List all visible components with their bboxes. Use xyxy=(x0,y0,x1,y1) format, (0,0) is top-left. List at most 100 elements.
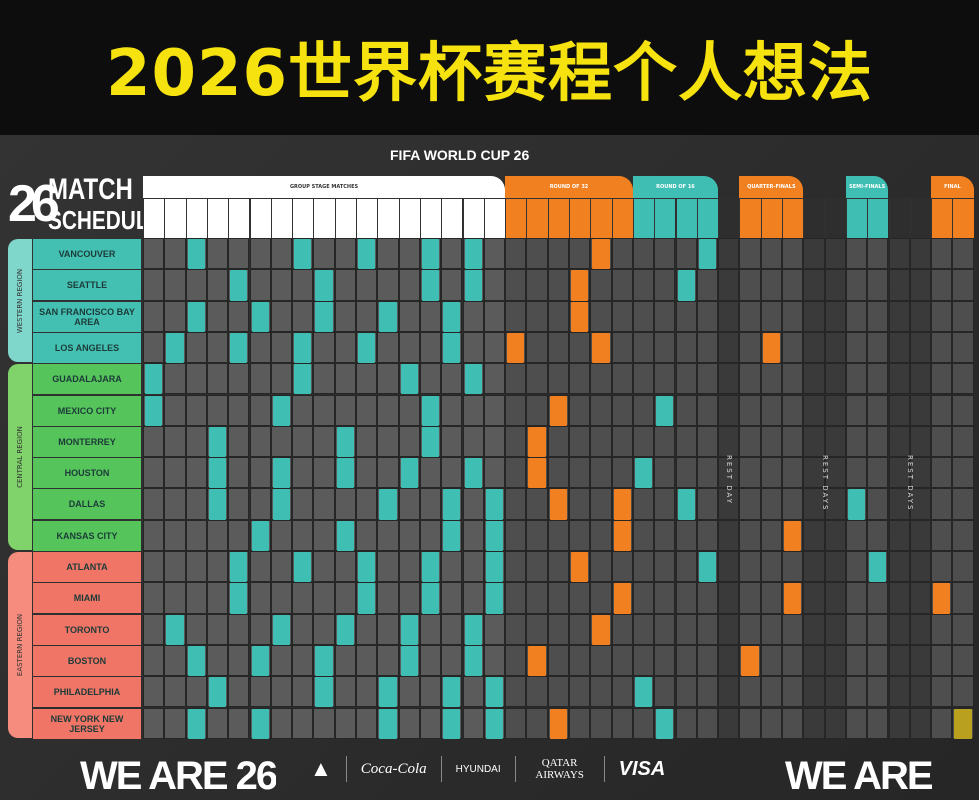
date-header-cell xyxy=(569,198,591,238)
group-match-cell xyxy=(634,458,653,489)
grid-cell xyxy=(590,269,612,301)
group-match-cell xyxy=(358,583,376,614)
grid-cell xyxy=(249,425,271,458)
grid-cell xyxy=(931,238,953,270)
grid-cell xyxy=(441,582,463,614)
date-header-cell xyxy=(845,198,868,238)
grid-cell xyxy=(909,394,932,426)
grid-cell xyxy=(824,582,846,614)
grid-cell xyxy=(462,425,484,458)
grid-cell xyxy=(590,457,612,489)
grid-cell xyxy=(888,613,910,645)
grid-cell xyxy=(739,519,761,551)
grid-cell xyxy=(632,707,655,739)
grid-cell xyxy=(909,269,932,301)
grid-cell xyxy=(483,331,506,364)
grid-cell xyxy=(228,457,250,489)
grid-cell xyxy=(505,707,527,739)
grid-cell xyxy=(462,582,484,614)
grid-cell xyxy=(505,519,527,551)
grid-cell xyxy=(143,707,165,739)
grid-cell xyxy=(228,613,250,645)
grid-cell xyxy=(590,676,612,708)
city-label: LOS ANGELES xyxy=(33,332,141,363)
rest-day-header xyxy=(803,198,825,238)
grid-cell xyxy=(931,457,953,489)
grid-cell xyxy=(931,300,953,332)
grid-cell xyxy=(696,676,719,708)
grid-cell xyxy=(952,425,974,458)
knockout-match-cell xyxy=(592,614,610,645)
group-match-cell xyxy=(145,395,163,426)
grid-cell xyxy=(164,394,186,426)
city-label: TORONTO xyxy=(33,614,141,645)
grid-cell xyxy=(356,644,378,677)
event-title: FIFA WORLD CUP 26 xyxy=(390,147,530,163)
knockout-match-cell xyxy=(571,301,589,332)
grid-cell xyxy=(654,551,676,583)
grid-cell xyxy=(654,613,676,645)
region-label: CENTRAL REGION xyxy=(16,426,24,488)
grid-cell xyxy=(654,425,676,458)
grid-cell xyxy=(185,363,207,395)
knockout-match-cell xyxy=(549,395,567,426)
sponsor-qatar-airways: QATAR AIRWAYS xyxy=(535,757,584,781)
grid-cell xyxy=(377,238,399,270)
date-header-cell xyxy=(590,198,612,238)
grid-cell xyxy=(590,707,612,739)
date-header-cell xyxy=(249,198,271,238)
grid-cell xyxy=(505,300,527,332)
grid-cell xyxy=(611,676,633,708)
grid-cell xyxy=(398,582,420,614)
grid-cell xyxy=(398,425,420,458)
city-label: SAN FRANCISCO BAY AREA xyxy=(33,301,141,332)
city-label: NEW YORK NEW JERSEY xyxy=(33,708,141,739)
grid-cell xyxy=(526,300,548,332)
grid-cell xyxy=(547,613,569,645)
grid-cell xyxy=(760,707,782,739)
stage-header: ROUND OF 16 xyxy=(632,176,719,198)
grid-cell xyxy=(888,707,910,739)
grid-cell xyxy=(824,394,846,426)
grid-cell xyxy=(505,269,527,301)
grid-cell xyxy=(675,519,697,551)
group-match-cell xyxy=(166,614,184,645)
grid-cell xyxy=(462,300,484,332)
grid-cell xyxy=(867,488,889,520)
grid-cell xyxy=(632,488,655,520)
grid-cell xyxy=(569,457,591,489)
grid-cell xyxy=(569,707,591,739)
grid-cell xyxy=(164,363,186,395)
grid-cell xyxy=(654,363,676,395)
logo-line-1: MATCH xyxy=(48,173,133,206)
grid-cell xyxy=(654,644,676,677)
knockout-match-cell xyxy=(592,332,610,364)
grid-cell xyxy=(398,551,420,583)
region-band: EASTERN REGION xyxy=(8,552,32,738)
group-match-cell xyxy=(187,239,205,270)
stage-header: SEMI-FINALS xyxy=(845,176,889,198)
grid-cell xyxy=(356,519,378,551)
date-header-cell xyxy=(419,198,442,238)
grid-cell xyxy=(611,363,633,395)
grid-cell xyxy=(547,676,569,708)
grid-cell xyxy=(803,582,825,614)
date-header-cell xyxy=(632,198,655,238)
group-match-cell xyxy=(400,458,418,489)
grid-cell xyxy=(845,300,868,332)
grid-cell xyxy=(845,707,868,739)
group-match-cell xyxy=(208,426,227,458)
grid-cell xyxy=(377,269,399,301)
grid-cell xyxy=(206,331,229,364)
group-match-cell xyxy=(166,332,184,364)
grid-cell xyxy=(696,488,719,520)
grid-cell xyxy=(632,582,655,614)
grid-cell xyxy=(632,238,655,270)
grid-cell xyxy=(313,457,335,489)
grid-cell xyxy=(398,519,420,551)
grid-cell xyxy=(441,644,463,677)
grid-cell xyxy=(164,425,186,458)
grid-cell xyxy=(824,238,846,270)
grid-cell xyxy=(398,707,420,739)
group-match-cell xyxy=(421,426,440,458)
